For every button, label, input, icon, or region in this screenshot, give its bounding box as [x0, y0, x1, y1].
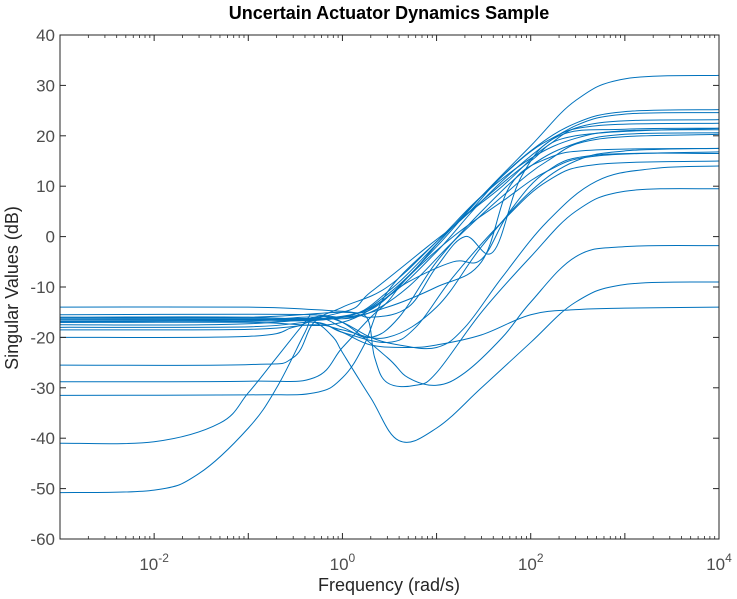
x-axis-label: Frequency (rad/s) [318, 575, 460, 595]
y-tick-label: -30 [30, 379, 55, 398]
series-line-11 [60, 127, 719, 396]
series-line-8 [60, 133, 719, 318]
x-tick-label: 10-2 [139, 551, 169, 574]
y-tick-label: 30 [36, 76, 55, 95]
series-line-18 [60, 122, 719, 326]
series-line-17 [60, 147, 719, 323]
series-line-20 [60, 152, 719, 326]
y-tick-label: -60 [30, 530, 55, 549]
y-tick-label: 20 [36, 127, 55, 146]
y-tick-label: -20 [30, 328, 55, 347]
plot-area [59, 34, 720, 540]
y-tick-label: -10 [30, 278, 55, 297]
y-tick-label: 0 [46, 228, 55, 247]
series-line-15 [60, 306, 719, 348]
series-line-12 [60, 165, 719, 445]
x-axis-ticks: 10-2 100 102 104 [59, 35, 732, 574]
x-tick-label: 102 [518, 551, 544, 574]
y-tick-label: 40 [36, 26, 55, 45]
series-line-5 [60, 160, 719, 343]
y-axis-ticks: 40 30 20 10 0 -10 -20 -30 -40 -50 -60 [30, 26, 719, 549]
y-tick-label: -50 [30, 480, 55, 499]
y-tick-label: -40 [30, 429, 55, 448]
x-tick-label: 100 [330, 551, 356, 574]
series-line-19 [60, 127, 719, 319]
x-tick-label: 104 [706, 551, 732, 574]
chart-title: Uncertain Actuator Dynamics Sample [229, 3, 549, 23]
y-tick-label: 10 [36, 177, 55, 196]
series-lines [60, 74, 719, 494]
series-line-14 [60, 281, 719, 443]
series-line-10 [60, 151, 719, 383]
series-line-13 [60, 244, 719, 494]
y-axis-label: Singular Values (dB) [2, 206, 22, 370]
